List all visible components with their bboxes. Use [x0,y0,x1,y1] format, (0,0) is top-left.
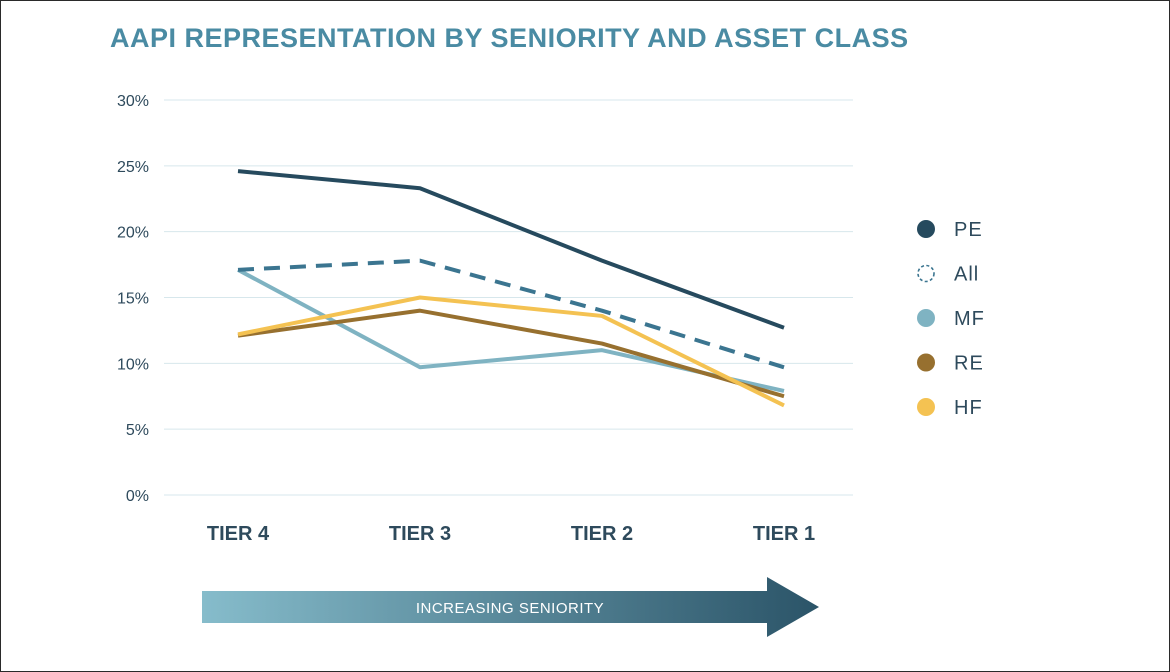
legend-swatch-pe [917,220,935,238]
seniority-arrow: INCREASING SENIORITY [202,577,819,637]
series-line-re [237,308,785,399]
x-tick-label: TIER 2 [571,523,633,545]
y-tick-label: 30% [117,93,149,110]
legend-label-pe: PE [954,219,983,241]
x-tick-label: TIER 4 [207,523,270,545]
grid [164,99,853,496]
y-tick-label: 10% [117,356,149,373]
legend-label-hf: HF [954,397,983,419]
x-tick-label: TIER 3 [389,523,451,545]
y-tick-label: 5% [126,422,149,439]
arrow-shape [202,577,819,637]
legend-label-re: RE [954,353,984,375]
y-tick-label: 25% [117,159,149,176]
y-tick-label: 0% [126,488,149,505]
legend: PE All MF RE HF [917,219,985,419]
series-lines [237,169,785,408]
legend-label-all: All [954,264,979,286]
y-axis-ticks: 0% 5% 10% 15% 20% 25% 30% [117,93,149,505]
series-line-hf [237,295,785,408]
arrow-label: INCREASING SENIORITY [416,600,604,617]
y-tick-label: 20% [117,225,149,242]
chart-title: AAPI REPRESENTATION BY SENIORITY AND ASS… [110,23,909,53]
legend-label-mf: MF [954,308,985,330]
x-axis-ticks: TIER 4 TIER 3 TIER 2 TIER 1 [207,523,815,545]
legend-swatch-mf [917,309,935,327]
series-line-pe [237,169,785,330]
x-tick-label: TIER 1 [753,523,815,545]
legend-swatch-all [917,264,935,283]
legend-swatch-hf [917,398,935,416]
y-tick-label: 15% [117,291,149,308]
legend-swatch-re [917,353,935,372]
series-line-all [237,258,785,370]
